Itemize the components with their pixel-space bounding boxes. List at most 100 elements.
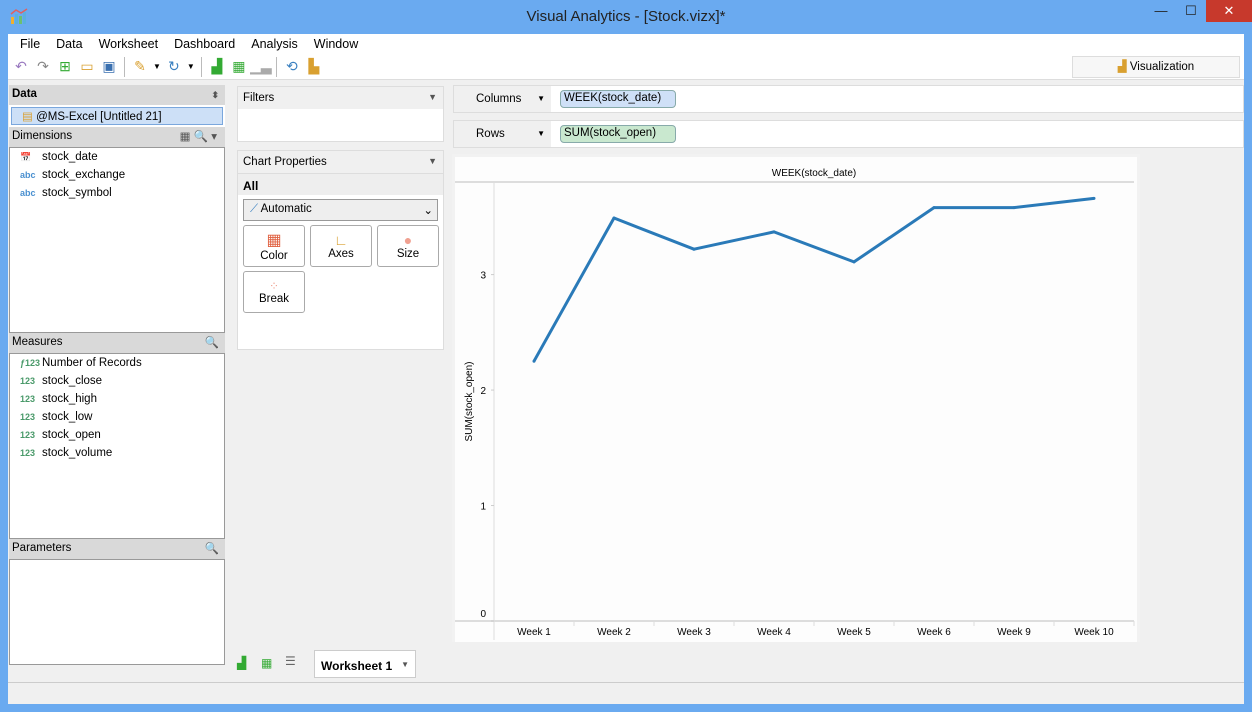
toolbar-separator bbox=[200, 56, 202, 77]
axes-icon: ∟ bbox=[334, 232, 348, 248]
abc-icon: abc bbox=[20, 170, 36, 180]
tab-visualization[interactable]: ▟ Visualization bbox=[1072, 56, 1240, 78]
list-item[interactable]: 123 stock_low bbox=[20, 411, 93, 423]
tab-all[interactable]: All bbox=[238, 173, 443, 195]
chevron-down-icon[interactable]: ▼ bbox=[428, 156, 437, 166]
list-item[interactable]: 123 stock_high bbox=[20, 393, 97, 405]
list-item[interactable]: 📅 stock_date bbox=[20, 151, 98, 163]
presentation-icon[interactable]: ▙ bbox=[308, 58, 320, 74]
list-item[interactable]: 123 stock_volume bbox=[20, 447, 113, 459]
new-icon[interactable]: ⊞ bbox=[59, 58, 71, 74]
tab-worksheet-1[interactable]: Worksheet 1 ▼ bbox=[314, 650, 416, 678]
data-panel: Data ⬍ ▤ @MS-Excel [Untitled 21] Dimensio… bbox=[9, 85, 225, 665]
search-icon[interactable]: 🔍 bbox=[204, 543, 219, 555]
toolbar-separator bbox=[124, 56, 125, 77]
line-chart: WEEK(stock_date) SUM(stock_open) 0 1 2 3 Week … bbox=[455, 157, 1137, 643]
app-logo-icon bbox=[10, 8, 28, 24]
parameters-header: Parameters 🔍 bbox=[9, 539, 225, 559]
filters-header: Filters bbox=[243, 92, 275, 104]
save-icon[interactable]: ▣ bbox=[102, 58, 116, 74]
refresh-dropdown-icon[interactable]: ▼ bbox=[186, 62, 195, 71]
close-button[interactable]: ✕ bbox=[1206, 0, 1252, 22]
rows-pill[interactable]: SUM(stock_open) bbox=[560, 125, 676, 143]
list-item[interactable]: ƒ123 Number of Records bbox=[20, 357, 142, 369]
size-button[interactable]: ● Size bbox=[377, 225, 439, 267]
date-icon: 📅 bbox=[20, 151, 32, 162]
title-bar: Visual Analytics - [Stock.vizx]* — ☐ ✕ bbox=[0, 0, 1252, 34]
list-item[interactable]: 123 stock_open bbox=[20, 429, 101, 441]
break-icon: ⁘ bbox=[268, 279, 280, 293]
excel-icon: ▤ bbox=[22, 111, 33, 123]
break-button[interactable]: ⁘ Break bbox=[243, 271, 305, 313]
open-icon[interactable]: ▭ bbox=[80, 58, 94, 74]
list-icon[interactable]: ☰ bbox=[285, 654, 296, 668]
chevron-down-icon[interactable]: ▼ bbox=[537, 129, 545, 138]
maximize-button[interactable]: ☐ bbox=[1185, 3, 1197, 18]
chart-area: WEEK(stock_date) SUM(stock_open) 0 1 2 3 Week … bbox=[452, 154, 1140, 643]
chart-properties-header: Chart Properties bbox=[243, 156, 327, 168]
table-view-icon[interactable]: ▦ 🔍 ▾ bbox=[179, 131, 217, 143]
data-point bbox=[1092, 196, 1096, 200]
menu-worksheet[interactable]: Worksheet bbox=[98, 37, 159, 51]
menu-data[interactable]: Data bbox=[56, 37, 83, 51]
x-tick-label: Week 9 bbox=[997, 627, 1031, 638]
chart-icon[interactable]: ▁▃ bbox=[250, 58, 272, 74]
menu-analysis[interactable]: Analysis bbox=[251, 37, 298, 51]
number-icon: 123 bbox=[20, 448, 36, 458]
rows-shelf: Rows ▼ SUM(stock_open) bbox=[453, 120, 1244, 148]
dimensions-list: 📅 stock_date abc stock_exchange abc stock_s… bbox=[9, 147, 225, 333]
data-source-item[interactable]: ▤ @MS-Excel [Untitled 21] bbox=[11, 107, 223, 125]
x-tick-label: Week 1 bbox=[517, 627, 551, 638]
filters-card: Filters ▼ bbox=[237, 86, 444, 142]
calculated-number-icon: ƒ123 bbox=[20, 358, 41, 368]
color-button[interactable]: ▦ Color bbox=[243, 225, 305, 267]
columns-pill[interactable]: WEEK(stock_date) bbox=[560, 90, 676, 108]
new-worksheet-icon[interactable]: ▟ bbox=[211, 58, 223, 74]
number-icon: 123 bbox=[20, 430, 36, 440]
list-item[interactable]: 123 stock_close bbox=[20, 375, 103, 387]
minimize-button[interactable]: — bbox=[1154, 3, 1168, 18]
new-worksheet-icon[interactable]: ▟ bbox=[237, 656, 247, 670]
search-icon[interactable]: 🔍 bbox=[204, 337, 219, 349]
x-tick-label: Week 3 bbox=[677, 627, 711, 638]
chevron-down-icon[interactable]: ▼ bbox=[428, 92, 437, 102]
data-point bbox=[692, 247, 696, 251]
swap-icon[interactable]: ⟲ bbox=[285, 58, 298, 74]
redo-icon[interactable]: ↷ bbox=[37, 58, 49, 74]
y-axis-label: SUM(stock_open) bbox=[464, 361, 475, 441]
app-client: File Data Worksheet Dashboard Analysis W… bbox=[8, 34, 1244, 704]
data-point bbox=[1012, 206, 1016, 210]
list-item[interactable]: abc stock_symbol bbox=[20, 187, 112, 199]
chart-type-select[interactable]: ⟋ Automatic ⌄ bbox=[243, 199, 438, 221]
columns-label: Columns bbox=[476, 93, 522, 105]
measures-header: Measures 🔍 bbox=[9, 333, 225, 353]
worksheet-tab-bar: ▟ ▦ ☰ Worksheet 1 ▼ bbox=[227, 648, 1244, 682]
menu-window[interactable]: Window bbox=[313, 37, 359, 51]
x-tick-label: Week 4 bbox=[757, 627, 791, 638]
window-title: Visual Analytics - [Stock.vizx]* bbox=[526, 8, 726, 25]
chevron-down-icon[interactable]: ▼ bbox=[537, 94, 545, 103]
axes-button[interactable]: ∟ Axes bbox=[310, 225, 372, 267]
tab-visualization-label: Visualization bbox=[1129, 61, 1195, 73]
new-dashboard-icon[interactable]: ▦ bbox=[232, 58, 246, 74]
x-tick-label: Week 10 bbox=[1074, 627, 1114, 638]
undo-icon[interactable]: ↶ bbox=[15, 58, 27, 74]
measures-list: ƒ123 Number of Records 123 stock_close 123… bbox=[9, 353, 225, 539]
menu-file[interactable]: File bbox=[20, 37, 41, 51]
chevron-down-icon: ⌄ bbox=[423, 205, 433, 217]
chevron-down-icon[interactable]: ▼ bbox=[401, 660, 409, 669]
menu-dashboard[interactable]: Dashboard bbox=[174, 37, 236, 51]
sort-icon[interactable]: ⬍ bbox=[211, 90, 219, 100]
y-tick-label: 1 bbox=[480, 502, 486, 513]
connect-icon[interactable]: ✎ bbox=[134, 58, 146, 74]
refresh-icon[interactable]: ↻ bbox=[168, 58, 180, 74]
list-item[interactable]: abc stock_exchange bbox=[20, 169, 126, 181]
size-icon: ● bbox=[403, 232, 413, 248]
new-dashboard-icon[interactable]: ▦ bbox=[261, 656, 273, 670]
connect-dropdown-icon[interactable]: ▼ bbox=[153, 62, 161, 71]
data-point bbox=[932, 206, 936, 210]
chart-properties-card: Chart Properties ▼ All ⟋ Automatic ⌄ ▦ Colo… bbox=[237, 150, 444, 350]
data-line bbox=[532, 196, 1095, 362]
data-point bbox=[612, 216, 616, 220]
visualization-icon: ▟ bbox=[1117, 61, 1127, 73]
